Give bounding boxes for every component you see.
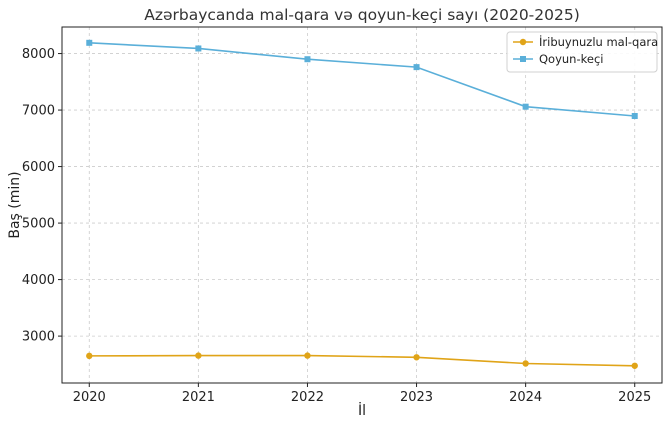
x-tick-label-2022: 2022 (291, 390, 324, 405)
data-point-2-2020 (86, 39, 93, 46)
y-tick-label-8000: 8000 (22, 47, 55, 62)
legend-box (506, 31, 658, 73)
chart-title: Azərbaycanda mal-qara və qoyun-keçi sayı… (144, 6, 580, 24)
x-tick-label-2024: 2024 (509, 390, 542, 405)
x-axis-label: İl (358, 401, 366, 419)
legend: İribuynuzlu mal-qara Qoyun-keçi (506, 31, 658, 73)
x-axis: 2020 2021 2022 2023 2024 2025 (73, 383, 651, 405)
data-point-2-2021 (195, 45, 202, 52)
legend-entry-2: Qoyun-keçi (513, 52, 603, 66)
data-point-1-2023 (413, 354, 420, 361)
y-axis-label: Baş (min) (7, 171, 23, 238)
x-tick-label-2025: 2025 (618, 390, 651, 405)
data-point-2-2024 (522, 103, 529, 110)
data-point-2-2025 (631, 113, 638, 119)
legend-marker-1 (519, 38, 527, 46)
x-tick-label-2021: 2021 (182, 390, 215, 405)
series-line-2 (89, 42, 635, 117)
y-tick-label-3000: 3000 (22, 330, 55, 345)
legend-label-2: Qoyun-keçi (539, 52, 603, 66)
y-tick-label-4000: 4000 (22, 273, 55, 288)
data-point-1-2021 (195, 352, 202, 359)
y-tick-label-5000: 5000 (22, 217, 55, 232)
x-tick-label-2020: 2020 (73, 390, 106, 405)
grid-lines (62, 27, 662, 383)
plot-frame (61, 26, 663, 384)
legend-label-1: İribuynuzlu mal-qara (539, 34, 658, 49)
series-1 (86, 352, 638, 369)
axes-frame (61, 26, 663, 384)
y-axis: 3000 4000 5000 6000 7000 8000 (22, 47, 62, 345)
legend-marker-2 (520, 56, 526, 62)
series-line-1 (89, 354, 635, 367)
data-point-1-2020 (86, 352, 93, 360)
x-tick-label-2023: 2023 (400, 390, 433, 405)
data-point-2-2022 (304, 56, 311, 63)
series-layer (86, 39, 638, 369)
data-point-2-2023 (413, 64, 420, 71)
y-tick-label-6000: 6000 (22, 160, 55, 175)
legend-entry-1: İribuynuzlu mal-qara (513, 34, 658, 49)
data-point-1-2025 (631, 362, 638, 369)
series-2 (86, 39, 638, 119)
data-point-1-2022 (304, 352, 311, 359)
data-point-1-2024 (522, 360, 529, 367)
y-tick-label-7000: 7000 (22, 104, 55, 119)
